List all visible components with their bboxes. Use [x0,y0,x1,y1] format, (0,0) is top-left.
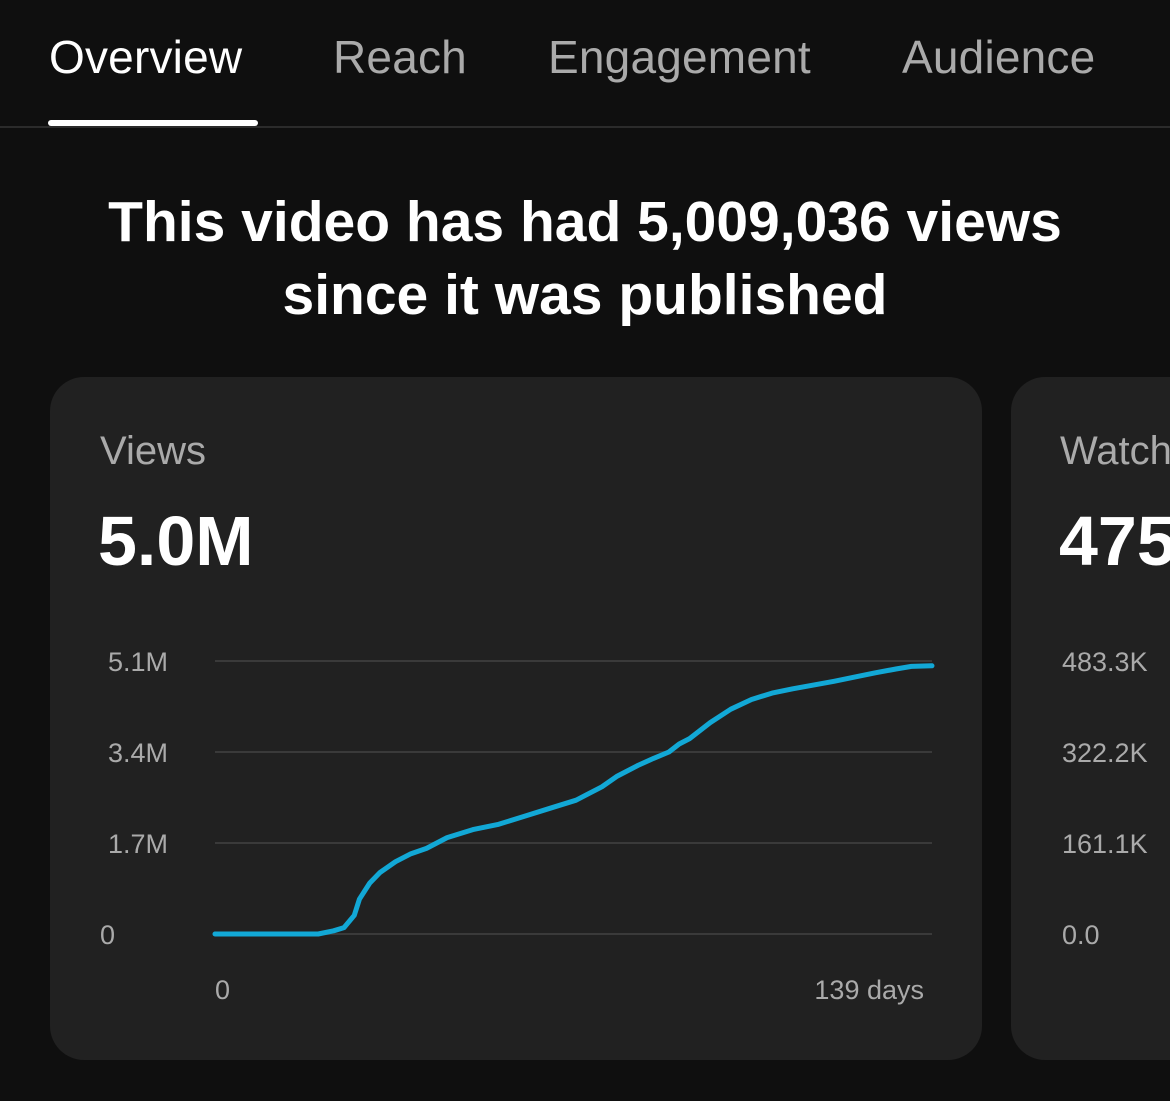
y-tick-label: 3.4M [108,738,168,768]
tab-audience[interactable]: Audience [902,31,1096,83]
watch-time-card[interactable]: Watch 475 0.0 161.1K 322.2K 483.3K [1011,377,1170,1060]
x-tick-label: 0 [215,975,230,1005]
headline-line-2: since it was published [282,263,888,327]
watch-time-value: 475 [1059,502,1170,580]
tab-reach[interactable]: Reach [333,31,467,83]
views-label: Views [100,429,206,473]
y-tick-label: 0 [100,920,115,950]
watch-time-label: Watch [1060,429,1170,473]
y-tick-label: 0.0 [1062,920,1100,950]
tab-engagement[interactable]: Engagement [548,31,811,83]
views-summary-headline: This video has had 5,009,036 views since… [0,186,1170,332]
active-tab-indicator [48,120,258,126]
views-chart: 0 1.7M 3.4M 5.1M 0 139 days [100,647,935,1005]
views-value: 5.0M [98,502,254,580]
tab-overview[interactable]: Overview [49,31,243,83]
headline-line-1: This video has had 5,009,036 views [108,190,1062,254]
y-tick-label: 5.1M [108,647,168,677]
views-card[interactable]: Views 5.0M 0 1.7M 3.4M 5.1M 0 139 days [50,377,982,1060]
x-tick-label: 139 days [814,975,924,1005]
tab-bar: Overview Reach Engagement Audience [0,0,1170,128]
y-tick-label: 483.3K [1062,647,1148,677]
y-tick-label: 161.1K [1062,829,1148,859]
views-series-line [212,663,935,937]
y-tick-label: 322.2K [1062,738,1148,768]
y-tick-label: 1.7M [108,829,168,859]
watch-time-chart: 0.0 161.1K 322.2K 483.3K [1062,647,1148,950]
